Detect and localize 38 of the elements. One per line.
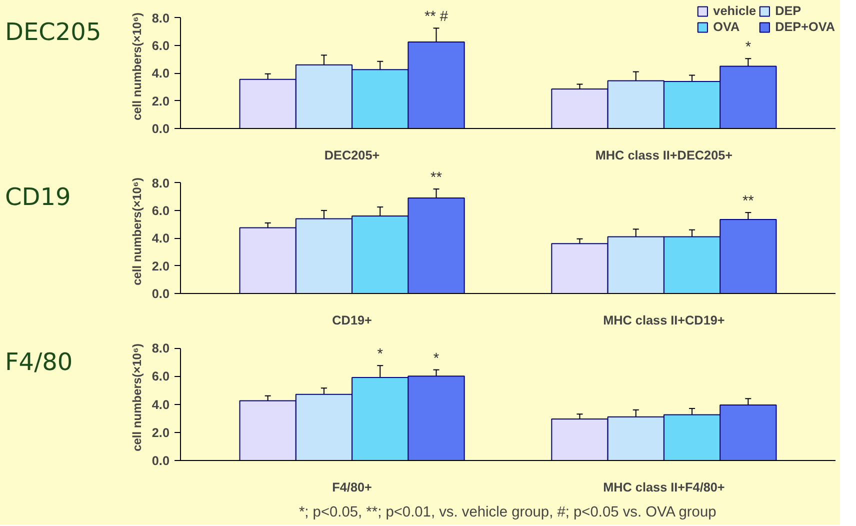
y-tick-label: 4.0 xyxy=(152,66,170,81)
text: *; p<0.05, **; p<0.01, vs. vehicle group, #; p<0.05 vs. OVA group xyxy=(298,504,716,520)
y-tick-label: 6.0 xyxy=(152,370,170,384)
y-tick-label: 0.0 xyxy=(152,287,170,301)
y-tick-label: 0.0 xyxy=(152,122,170,136)
data-label: ** xyxy=(742,194,754,210)
y-axis-title: cell numbers(×10⁶) xyxy=(130,12,144,120)
x-tick-label: MHC class II+F4/80+ xyxy=(603,480,725,494)
legend-label: vehicle xyxy=(713,4,756,18)
x-tick-label: MHC class II+DEC205+ xyxy=(595,148,733,162)
y-tick-label: 6.0 xyxy=(152,38,170,53)
data-label: * xyxy=(377,346,384,363)
x-tick-label: CD19+ xyxy=(332,314,372,328)
chart-title: CD19 xyxy=(5,182,71,213)
x-tick-label: F4/80+ xyxy=(332,480,372,494)
x-tick-label: DEC205+ xyxy=(324,148,380,162)
x-tick-label: MHC class II+CD19+ xyxy=(603,314,725,328)
y-tick-label: 6.0 xyxy=(152,204,170,218)
y-tick-label: 2.0 xyxy=(152,94,170,108)
y-tick-label: 4.0 xyxy=(152,232,170,246)
y-axis-title: cell numbers(×10⁶) xyxy=(130,178,144,286)
y-tick-label: 2.0 xyxy=(152,259,170,274)
legend-label: DEP xyxy=(775,4,802,18)
data-label: * xyxy=(433,350,440,367)
y-axis-title: cell numbers(×10⁶) xyxy=(130,344,144,452)
legend-label: OVA xyxy=(713,20,740,34)
chart-title: F4/80 xyxy=(5,347,73,378)
data-label: * xyxy=(745,40,752,56)
chart-title: DEC205 xyxy=(5,17,102,48)
y-tick-label: 8.0 xyxy=(152,11,170,26)
y-tick-label: 0.0 xyxy=(152,454,170,468)
y-tick-label: 8.0 xyxy=(152,176,170,190)
legend-label: DEP+OVA xyxy=(775,20,835,34)
data-label: ** # xyxy=(424,9,449,26)
data-label: ** xyxy=(430,170,442,186)
y-tick-label: 8.0 xyxy=(152,342,170,356)
y-tick-label: 2.0 xyxy=(152,426,170,440)
y-tick-label: 4.0 xyxy=(152,398,170,412)
